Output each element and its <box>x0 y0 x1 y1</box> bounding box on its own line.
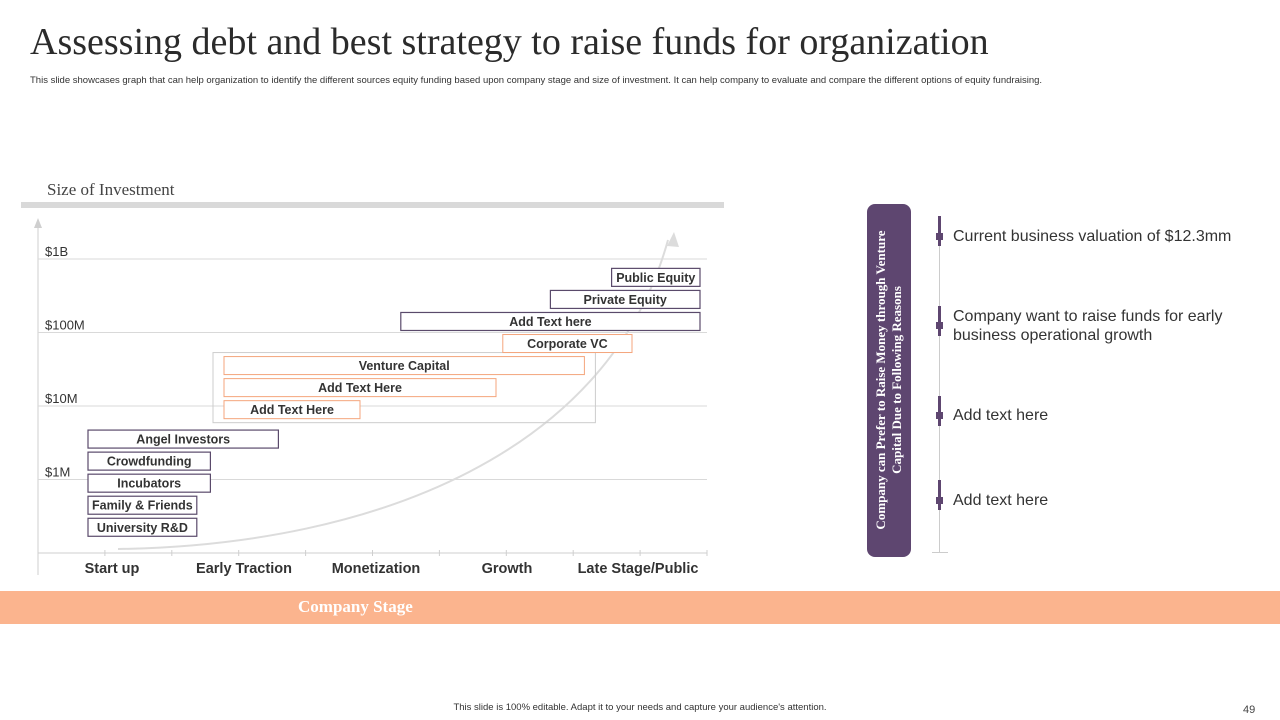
x-axis-title: Company Stage <box>298 597 413 616</box>
company-stage-band <box>0 591 1280 624</box>
reason-marker <box>938 216 941 246</box>
chart-top-bar <box>21 202 724 208</box>
slide-title: Assessing debt and best strategy to rais… <box>30 21 989 63</box>
funding-range-label: Family & Friends <box>92 499 193 513</box>
reason-item: Current business valuation of $12.3mm <box>953 228 1232 245</box>
y-tick-label: $1B <box>45 244 68 259</box>
funding-range-box <box>223 356 585 376</box>
funding-range-box <box>87 495 198 515</box>
funding-range-box <box>610 267 701 287</box>
slide-footer: This slide is 100% editable. Adapt it to… <box>453 702 827 713</box>
reason-item: Add text here <box>953 492 1049 509</box>
funding-range-box <box>223 378 497 398</box>
x-category-label: Early Traction <box>196 561 292 577</box>
reason-dot <box>936 233 943 240</box>
reason-marker <box>938 306 941 336</box>
funding-range-box <box>502 334 633 354</box>
funding-range-label: University R&D <box>97 521 188 535</box>
y-tick-label: $10M <box>45 391 78 406</box>
reasons-heading: Company can Prefer to Raise Money throug… <box>873 230 904 530</box>
reason-dot <box>936 412 943 419</box>
funding-range-box <box>87 451 212 471</box>
funding-range-label: Crowdfunding <box>107 455 192 469</box>
reasons-timeline <box>939 216 940 553</box>
y-tick-label: $1M <box>45 465 70 480</box>
reasons-timeline-end <box>932 552 948 553</box>
funding-range-label: Add Text Here <box>318 381 402 395</box>
x-category-label: Late Stage/Public <box>578 561 699 577</box>
funding-range-box <box>87 473 212 493</box>
funding-range-label: Venture Capital <box>359 359 450 373</box>
x-category-label: Start up <box>85 561 140 577</box>
reason-dot <box>936 497 943 504</box>
y-axis-title: Size of Investment <box>47 180 175 199</box>
funding-range-label: Corporate VC <box>527 337 608 351</box>
vc-group-frame <box>212 352 596 424</box>
reason-dot <box>936 322 943 329</box>
funding-range-label: Add Text here <box>509 315 591 329</box>
x-category-label: Growth <box>482 561 533 577</box>
funding-range-box <box>87 429 279 449</box>
slide-subtitle: This slide showcases graph that can help… <box>30 75 1043 86</box>
funding-range-box <box>87 517 198 537</box>
funding-range-box <box>400 311 701 332</box>
funding-range-box <box>549 289 701 310</box>
funding-range-label: Incubators <box>117 477 181 491</box>
x-category-label: Monetization <box>332 561 421 577</box>
reasons-heading-pill <box>867 204 911 557</box>
funding-range-label: Private Equity <box>584 293 667 307</box>
growth-arrow <box>667 232 679 247</box>
y-tick-label: $100M <box>45 318 85 333</box>
reason-marker <box>938 396 941 426</box>
page-number: 49 <box>1243 704 1256 716</box>
reason-marker <box>938 480 941 510</box>
reason-item: Company want to raise funds for early bu… <box>953 308 1223 344</box>
reason-item: Add text here <box>953 407 1049 424</box>
funding-range-label: Angel Investors <box>136 433 230 447</box>
funding-range-box <box>223 400 361 420</box>
y-axis-arrow <box>34 218 42 228</box>
funding-range-label: Public Equity <box>616 271 695 285</box>
funding-range-label: Add Text Here <box>250 403 334 417</box>
